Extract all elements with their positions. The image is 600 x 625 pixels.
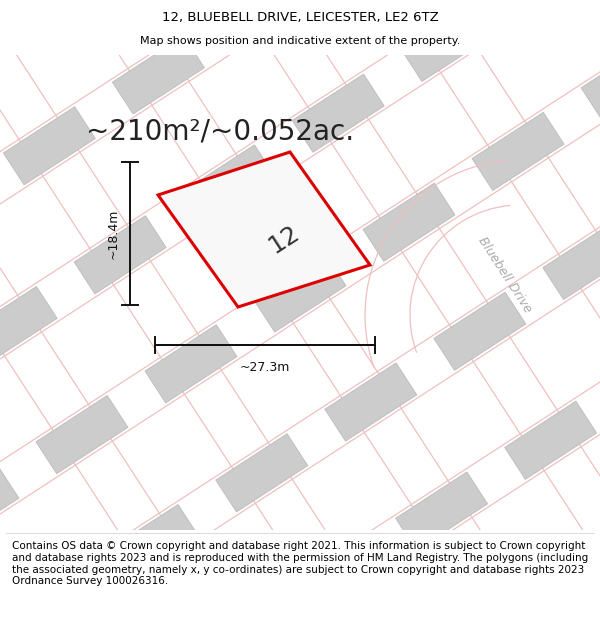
Text: Contains OS data © Crown copyright and database right 2021. This information is : Contains OS data © Crown copyright and d…: [12, 541, 588, 586]
Polygon shape: [575, 510, 600, 588]
Text: Map shows position and indicative extent of the property.: Map shows position and indicative extent…: [140, 36, 460, 46]
Polygon shape: [0, 286, 57, 364]
Polygon shape: [4, 107, 95, 185]
Polygon shape: [434, 292, 526, 370]
Polygon shape: [74, 216, 166, 294]
Polygon shape: [145, 325, 237, 403]
Polygon shape: [325, 363, 417, 441]
Text: 12, BLUEBELL DRIVE, LEICESTER, LE2 6TZ: 12, BLUEBELL DRIVE, LEICESTER, LE2 6TZ: [161, 11, 439, 24]
Polygon shape: [112, 36, 205, 114]
Polygon shape: [363, 183, 455, 261]
Polygon shape: [36, 396, 128, 474]
Text: Bluebell Drive: Bluebell Drive: [476, 234, 535, 316]
Polygon shape: [216, 434, 308, 512]
Polygon shape: [472, 112, 564, 191]
Polygon shape: [401, 3, 493, 81]
Polygon shape: [254, 254, 346, 332]
Polygon shape: [183, 145, 275, 223]
Polygon shape: [505, 401, 596, 479]
Polygon shape: [581, 41, 600, 119]
Text: ~210m²/~0.052ac.: ~210m²/~0.052ac.: [86, 118, 354, 146]
Polygon shape: [0, 0, 25, 76]
Polygon shape: [158, 152, 370, 307]
Polygon shape: [292, 74, 384, 152]
Polygon shape: [395, 472, 488, 550]
Text: ~18.4m: ~18.4m: [107, 208, 120, 259]
Polygon shape: [107, 504, 199, 582]
Polygon shape: [543, 221, 600, 299]
Text: 12: 12: [264, 221, 304, 259]
Polygon shape: [0, 466, 19, 544]
Text: ~27.3m: ~27.3m: [240, 361, 290, 374]
